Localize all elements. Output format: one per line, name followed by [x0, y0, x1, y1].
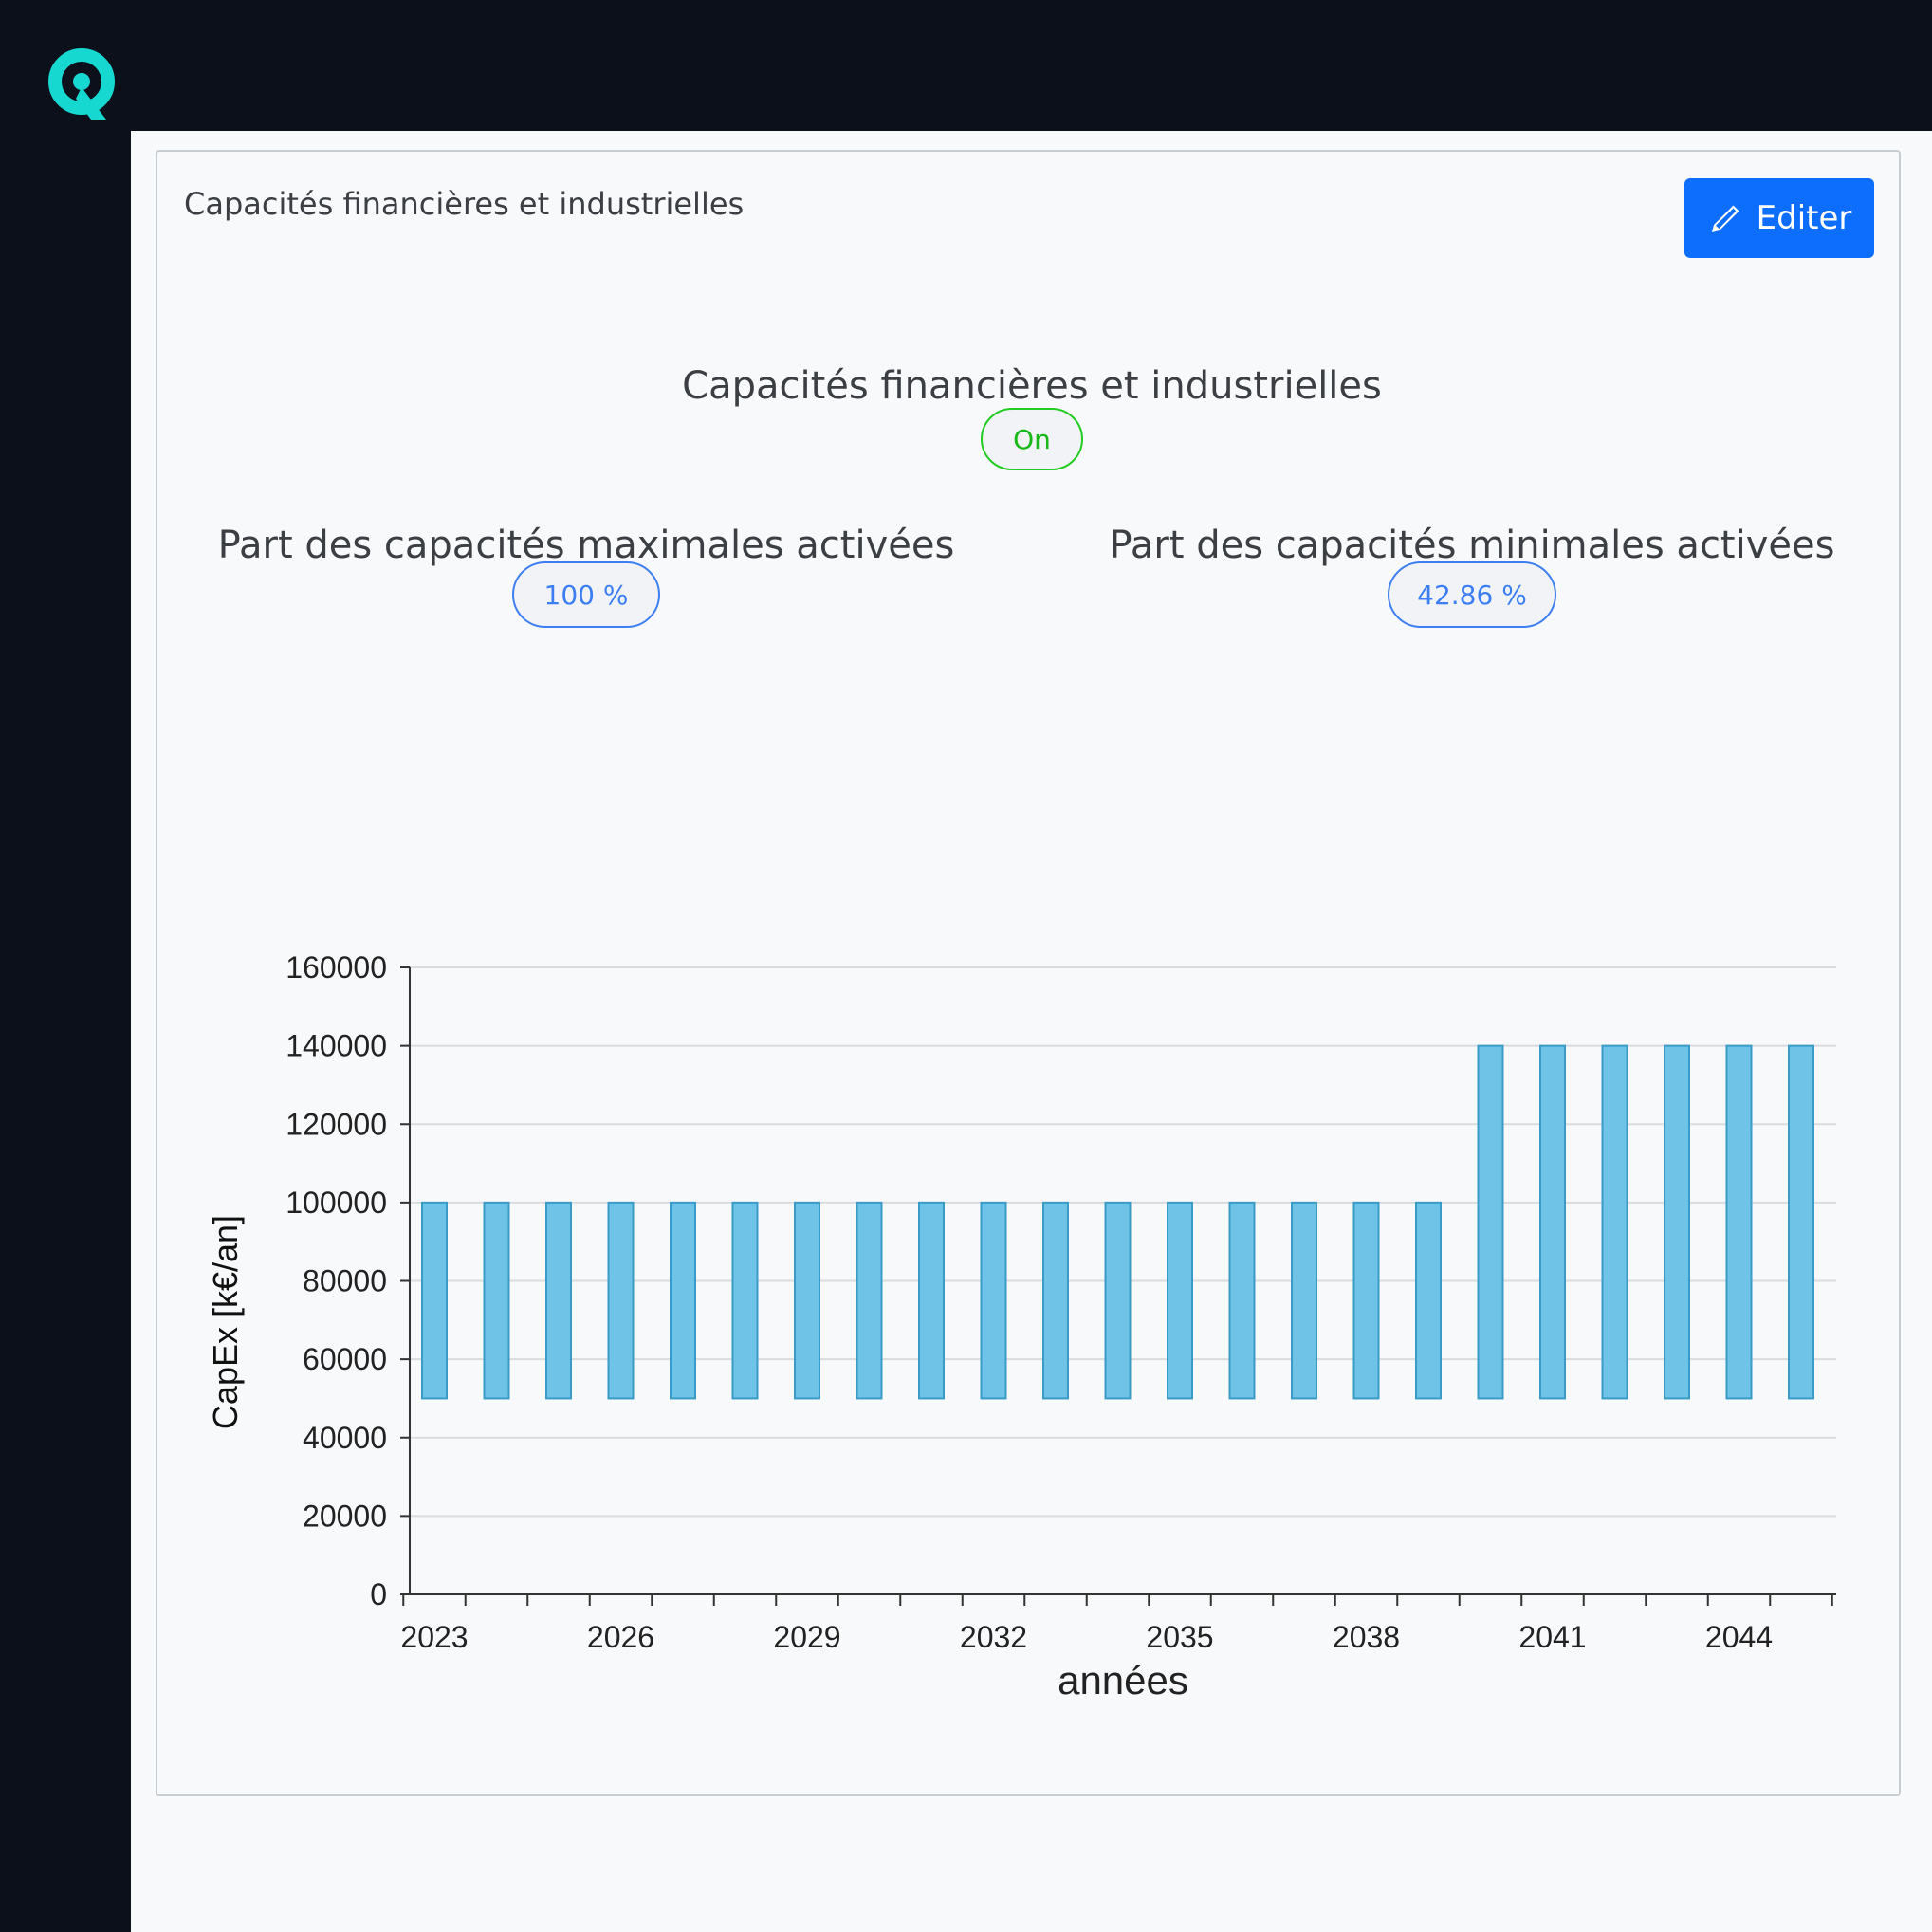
x-tick-label: 2041 [1518, 1620, 1586, 1654]
x-tick-label: 2026 [587, 1620, 654, 1654]
x-axis-title: années [1058, 1658, 1188, 1702]
bar-2035 [1167, 1201, 1193, 1400]
bar-2027 [670, 1201, 696, 1400]
x-tick-label: 2044 [1705, 1620, 1773, 1654]
card-title: Capacités financières et industrielles [184, 186, 745, 222]
bar-2032 [980, 1201, 1007, 1400]
capacities-card: Capacités financières et industrielles E… [156, 150, 1901, 1796]
bar-2028 [731, 1201, 759, 1400]
edit-button[interactable]: Editer [1684, 178, 1874, 258]
bar-2041 [1539, 1044, 1566, 1400]
bar-2039 [1415, 1201, 1442, 1400]
bar-2024 [483, 1201, 510, 1400]
bar-2038 [1352, 1201, 1380, 1400]
bar-2042 [1601, 1044, 1628, 1400]
capacities-label: Capacités financières et industrielles [682, 364, 1382, 408]
bar-2023 [421, 1201, 448, 1400]
y-tick-label: 120000 [285, 1107, 387, 1141]
bar-2040 [1477, 1044, 1504, 1400]
bar-2026 [607, 1201, 635, 1400]
edit-button-label: Editer [1756, 199, 1852, 237]
x-tick-label: 2029 [773, 1620, 840, 1654]
y-tick-label: 100000 [285, 1186, 387, 1220]
y-tick-label: 0 [370, 1577, 387, 1611]
bar-2037 [1291, 1201, 1317, 1400]
y-axis-title: CapEx [k€/an] [206, 1215, 245, 1429]
x-tick-label: 2023 [400, 1620, 468, 1654]
y-tick-label: 20000 [303, 1499, 387, 1533]
q-logo-icon [48, 48, 115, 120]
min-capacity-label: Part des capacités minimales activées [1109, 524, 1835, 567]
status-toggle-badge[interactable]: On [981, 408, 1083, 470]
capex-chart: 0 20000 40000 60000 80000 100000 120000 140000 1… [206, 950, 1836, 1702]
x-tick-label: 2038 [1333, 1620, 1400, 1654]
y-tick-label: 80000 [303, 1264, 387, 1298]
min-capacity-value[interactable]: 42.86 % [1388, 561, 1556, 628]
bar-2029 [794, 1201, 820, 1400]
bar-2034 [1104, 1201, 1132, 1400]
y-tick-label: 60000 [303, 1342, 387, 1376]
bar-2044 [1725, 1044, 1753, 1400]
y-tick-label: 40000 [303, 1421, 387, 1455]
y-tick-label: 160000 [285, 950, 387, 984]
bar-2045 [1788, 1044, 1814, 1400]
y-tick-label: 140000 [285, 1029, 387, 1063]
pencil-icon [1711, 205, 1739, 232]
max-capacity-value[interactable]: 100 % [512, 561, 660, 628]
bar-2043 [1664, 1044, 1690, 1400]
bar-2031 [918, 1201, 945, 1400]
bar-2036 [1228, 1201, 1256, 1400]
max-capacity-label: Part des capacités maximales activées [217, 524, 955, 567]
bar-2025 [545, 1201, 572, 1400]
x-tick-label: 2032 [960, 1620, 1027, 1654]
x-tick-label: 2035 [1146, 1620, 1213, 1654]
bar-2033 [1042, 1201, 1069, 1400]
main-content: Capacités financières et industrielles E… [131, 131, 1932, 1932]
bar-2030 [856, 1201, 883, 1400]
